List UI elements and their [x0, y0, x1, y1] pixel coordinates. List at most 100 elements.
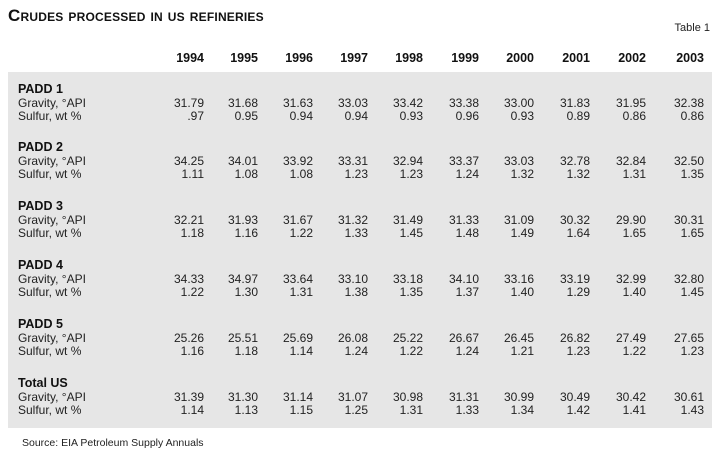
table-cell: 26.08	[337, 331, 368, 345]
table-cell: 1.38	[344, 285, 368, 299]
table-cell: 31.67	[282, 213, 313, 227]
table-cell: 1.11	[181, 167, 204, 181]
table-cell: 1.33	[344, 226, 368, 240]
table-cell: 27.49	[615, 331, 646, 345]
table-cell: 25.22	[392, 331, 423, 345]
table-cell: 1.40	[622, 285, 646, 299]
table-cell: 1.65	[622, 226, 646, 240]
table-cell: 33.42	[392, 96, 423, 110]
year-header: 1995	[230, 51, 258, 65]
table-cell: 33.16	[503, 272, 534, 286]
table-cell: 33.00	[503, 96, 534, 110]
table-cell: 1.45	[399, 226, 423, 240]
table-cell: 30.42	[615, 390, 646, 404]
table-cell: 1.33	[455, 403, 479, 417]
table-cell: 30.61	[673, 390, 704, 404]
table-cell: 31.83	[559, 96, 590, 110]
table-cell: 31.31	[448, 390, 479, 404]
table-cell: 0.94	[289, 109, 313, 123]
year-header: 1998	[395, 51, 423, 65]
table-cell: 34.97	[227, 272, 258, 286]
group-name: PADD 5	[18, 317, 63, 331]
year-header: 1997	[340, 51, 368, 65]
table-cell: 1.45	[680, 285, 704, 299]
table-cell: .97	[187, 109, 204, 123]
table-cell: 1.16	[180, 344, 204, 358]
table-cell: 31.14	[282, 390, 313, 404]
table-cell: 1.23	[344, 167, 368, 181]
table-cell: 1.08	[289, 167, 313, 181]
table-cell: 0.89	[566, 109, 590, 123]
row-label: Sulfur, wt %	[18, 344, 82, 358]
table-cell: 1.22	[399, 344, 423, 358]
table-cell: 33.03	[337, 96, 368, 110]
table-cell: 30.98	[392, 390, 423, 404]
row-label: Sulfur, wt %	[18, 285, 82, 299]
table-cell: 1.65	[680, 226, 704, 240]
table-cell: 30.49	[559, 390, 590, 404]
table-cell: 1.25	[344, 403, 368, 417]
table-cell: 30.31	[673, 213, 704, 227]
table-cell: 31.39	[173, 390, 204, 404]
row-label: Gravity, °API	[18, 213, 86, 227]
table-cell: 1.22	[289, 226, 313, 240]
table-cell: 31.49	[392, 213, 423, 227]
table-cell: 32.99	[615, 272, 646, 286]
table-cell: 0.96	[455, 109, 479, 123]
table-cell: 1.49	[510, 226, 534, 240]
table-cell: 33.18	[392, 272, 423, 286]
table-cell: 1.31	[399, 403, 423, 417]
row-label: Gravity, °API	[18, 390, 86, 404]
source-note: Source: EIA Petroleum Supply Annuals	[22, 437, 204, 449]
table-cell: 1.24	[455, 167, 479, 181]
table-cell: 33.38	[448, 96, 479, 110]
row-label: Sulfur, wt %	[18, 226, 82, 240]
table-cell: 1.48	[455, 226, 479, 240]
group-name: PADD 4	[18, 258, 63, 272]
table-cell: 1.18	[234, 344, 258, 358]
year-header: 2001	[562, 51, 590, 65]
table-cell: 32.50	[673, 154, 704, 168]
table-cell: 31.68	[227, 96, 258, 110]
year-header: 1996	[285, 51, 313, 65]
table-cell: 32.84	[615, 154, 646, 168]
table-cell: 31.93	[227, 213, 258, 227]
year-header: 2000	[506, 51, 534, 65]
group-name: PADD 1	[18, 82, 63, 96]
table-cell: 1.31	[289, 285, 313, 299]
table-cell: 34.33	[173, 272, 204, 286]
year-header: 2003	[676, 51, 704, 65]
table-cell: 1.34	[510, 403, 534, 417]
table-group: Total US Gravity, °API 31.39 31.30 31.14 31.0…	[8, 376, 712, 434]
table-cell: 31.07	[337, 390, 368, 404]
table-cell: 1.30	[234, 285, 258, 299]
table-title: Crudes processed in US refineries	[8, 6, 264, 25]
table-group: PADD 1 Gravity, °API 31.79 31.68 31.63 33.03 3…	[8, 82, 712, 140]
table-cell: 33.10	[337, 272, 368, 286]
table-cell: 1.14	[289, 344, 313, 358]
table-cell: 34.01	[227, 154, 258, 168]
table-group: PADD 5 Gravity, °API 25.26 25.51 25.69 26.08 2…	[8, 317, 712, 375]
table-cell: 1.35	[399, 285, 423, 299]
table-cell: 1.14	[180, 403, 204, 417]
row-label: Gravity, °API	[18, 331, 86, 345]
group-name: PADD 3	[18, 199, 63, 213]
table-cell: 32.94	[392, 154, 423, 168]
table-group: PADD 2 Gravity, °API 34.25 34.01 33.92 33.31 3…	[8, 140, 712, 198]
table-cell: 29.90	[615, 213, 646, 227]
row-label: Gravity, °API	[18, 154, 86, 168]
year-header: 1994	[176, 51, 204, 65]
table-cell: 33.31	[337, 154, 368, 168]
table-cell: 1.43	[680, 403, 704, 417]
row-label: Gravity, °API	[18, 272, 86, 286]
table-cell: 30.32	[559, 213, 590, 227]
table-cell: 1.13	[234, 403, 258, 417]
table-cell: 34.25	[173, 154, 204, 168]
table-group: PADD 4 Gravity, °API 34.33 34.97 33.64 33.10 3…	[8, 258, 712, 316]
table-cell: 31.30	[227, 390, 258, 404]
table-cell: 31.09	[503, 213, 534, 227]
table-cell: 32.80	[673, 272, 704, 286]
table-cell: 1.24	[344, 344, 368, 358]
table-cell: 1.08	[234, 167, 258, 181]
